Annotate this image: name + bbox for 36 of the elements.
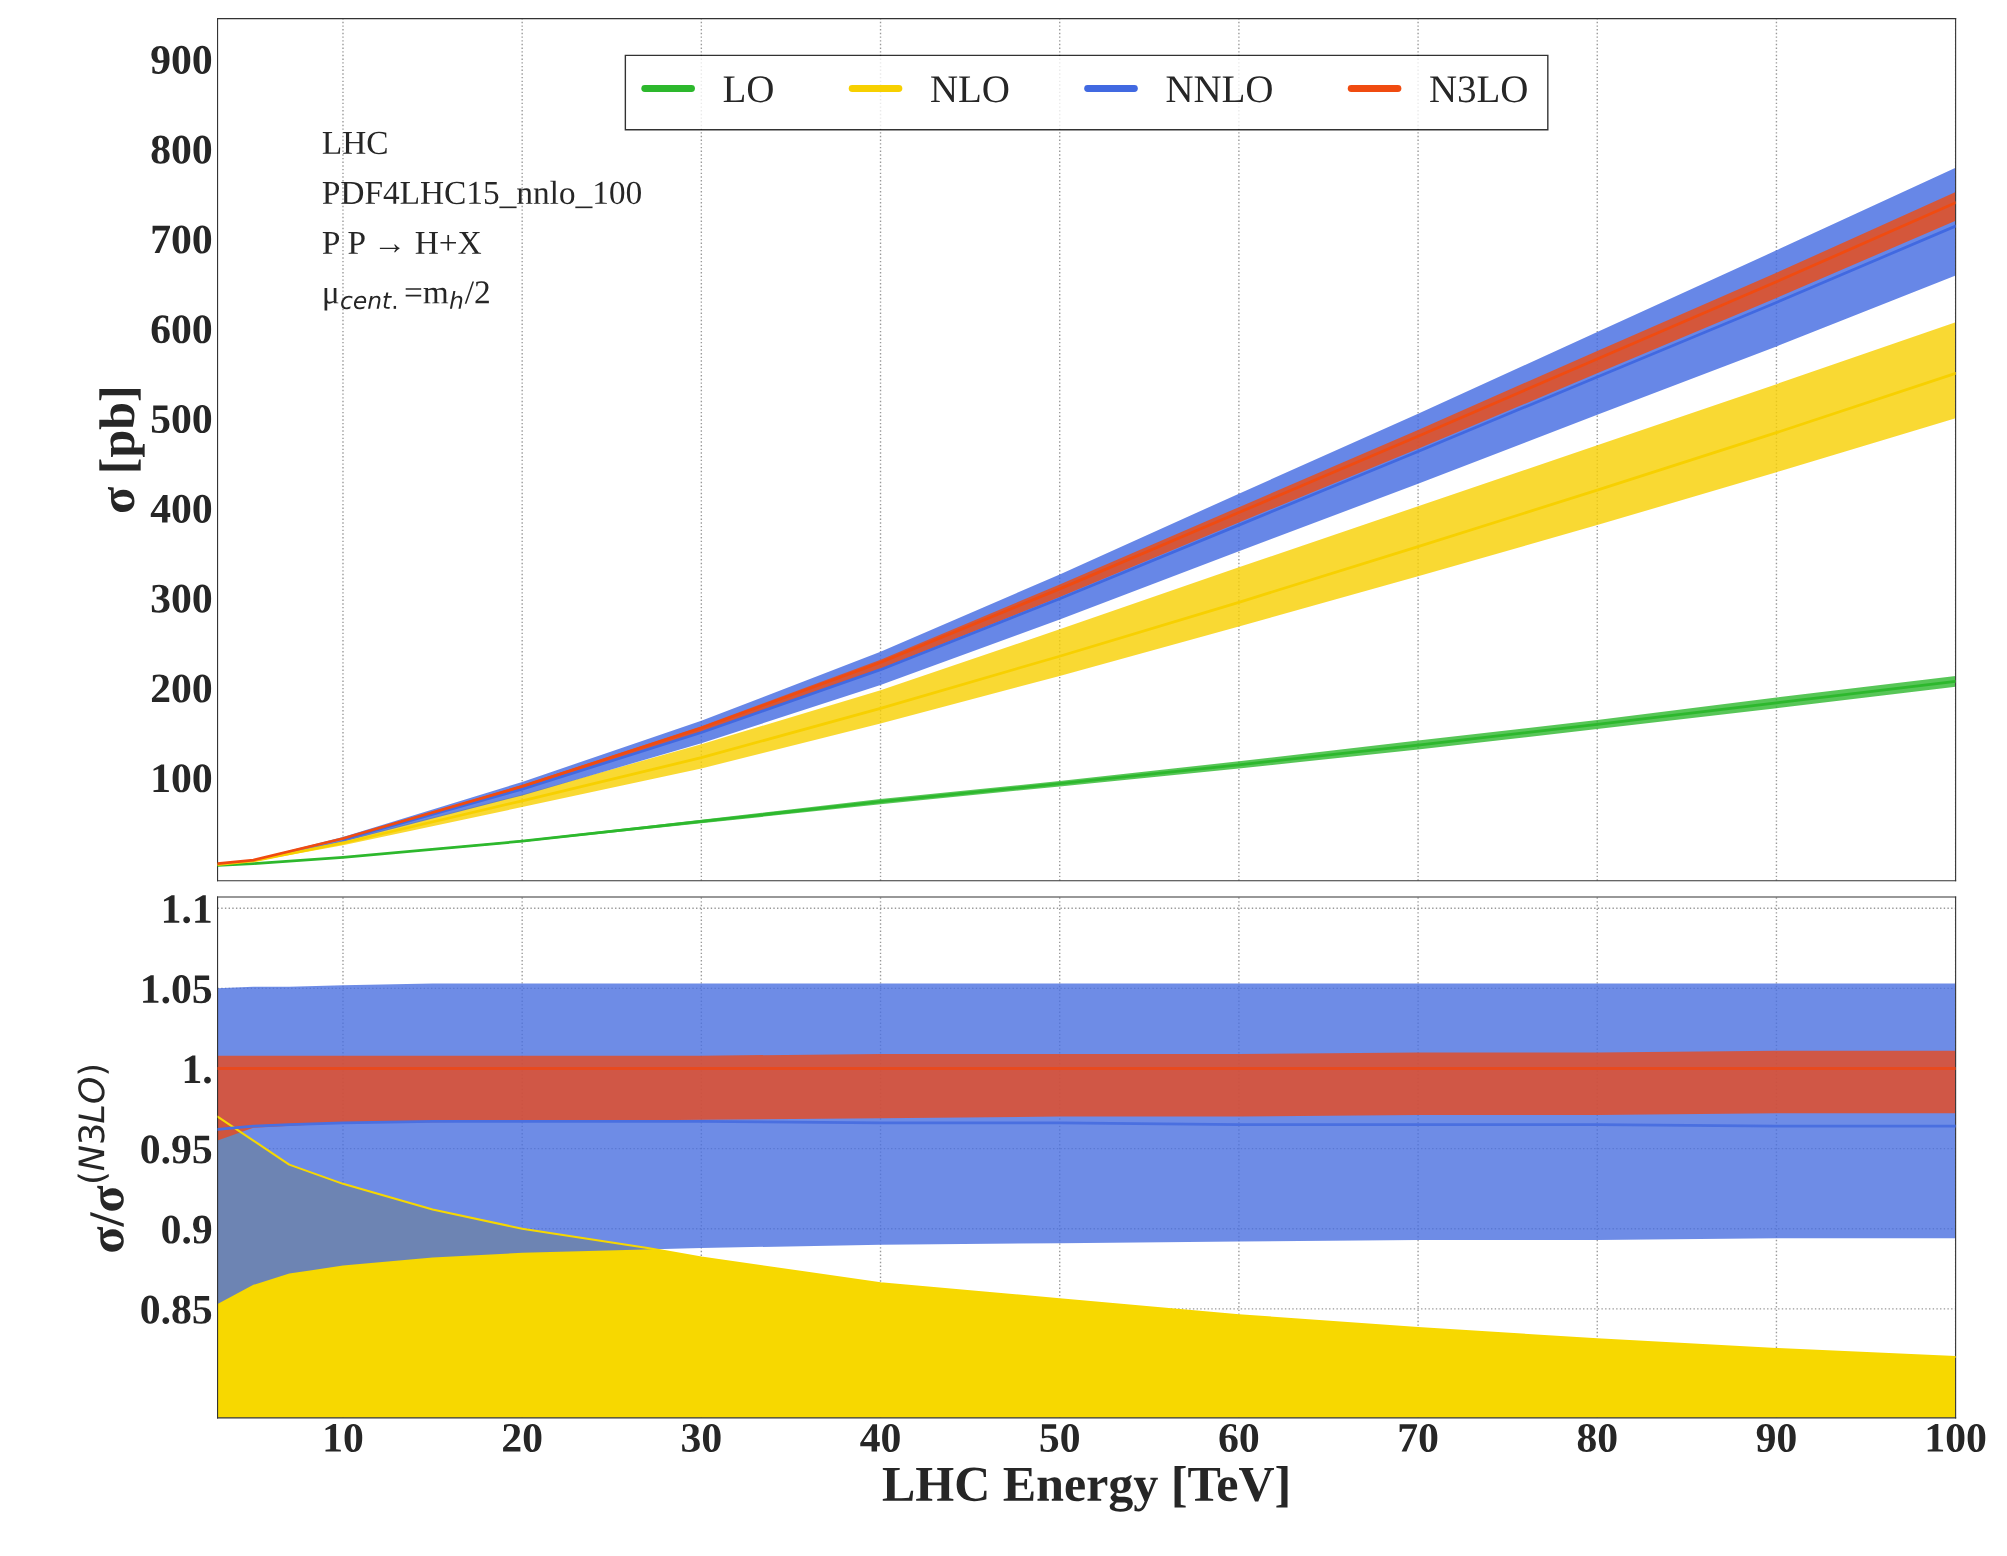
y-tick-label: 900 <box>151 45 212 74</box>
annotation: μ$_{cent.}$=m$_{h}$/2 <box>324 281 489 311</box>
y-tick-label: 500 <box>151 405 212 434</box>
x-tick-label: 70 <box>1399 1423 1438 1453</box>
y-axis-title: σ/σ$^{(N3LO)}$ <box>77 1065 124 1252</box>
x-tick-label: 20 <box>503 1423 542 1453</box>
y-tick-label: 100 <box>153 764 212 793</box>
annotation: LHC <box>322 131 387 155</box>
y-tick-label: 0.85 <box>141 1295 212 1324</box>
y-tick-label: 1.05 <box>143 975 212 1004</box>
y-tick-label: 1. <box>184 1055 211 1084</box>
y-tick-label: 1.1 <box>163 895 211 924</box>
y-tick-label: 600 <box>151 315 212 344</box>
y-tick-label: 0.9 <box>162 1215 212 1244</box>
legend-label: NLO <box>931 76 1009 103</box>
legend-label: NNLO <box>1166 76 1272 103</box>
y-tick-label: 200 <box>151 674 212 703</box>
x-tick-label: 30 <box>682 1423 721 1453</box>
y-tick-label: 400 <box>150 494 212 523</box>
y-tick-label: 300 <box>151 584 212 613</box>
annotation: PDF4LHC15_nnlo_100 <box>322 180 641 209</box>
x-tick-label: 100 <box>1927 1423 1986 1453</box>
x-tick-label: 10 <box>325 1423 363 1453</box>
legend-label: N3LO <box>1430 76 1527 103</box>
x-tick-label: 40 <box>860 1423 900 1453</box>
x-tick-label: 60 <box>1219 1423 1259 1453</box>
x-axis-title: LHC Energy [TeV] <box>882 1466 1288 1512</box>
annotation: P P → H+X <box>322 232 482 254</box>
x-tick-label: 50 <box>1040 1423 1079 1453</box>
x-tick-label: 80 <box>1577 1423 1617 1453</box>
legend-label: LO <box>723 76 773 103</box>
y-tick-label: 0.95 <box>141 1135 212 1164</box>
x-tick-label: 90 <box>1756 1423 1796 1453</box>
y-tick-label: 700 <box>152 225 212 254</box>
y-tick-label: 800 <box>151 135 212 164</box>
y-axis-title: σ [pb] <box>99 389 145 513</box>
